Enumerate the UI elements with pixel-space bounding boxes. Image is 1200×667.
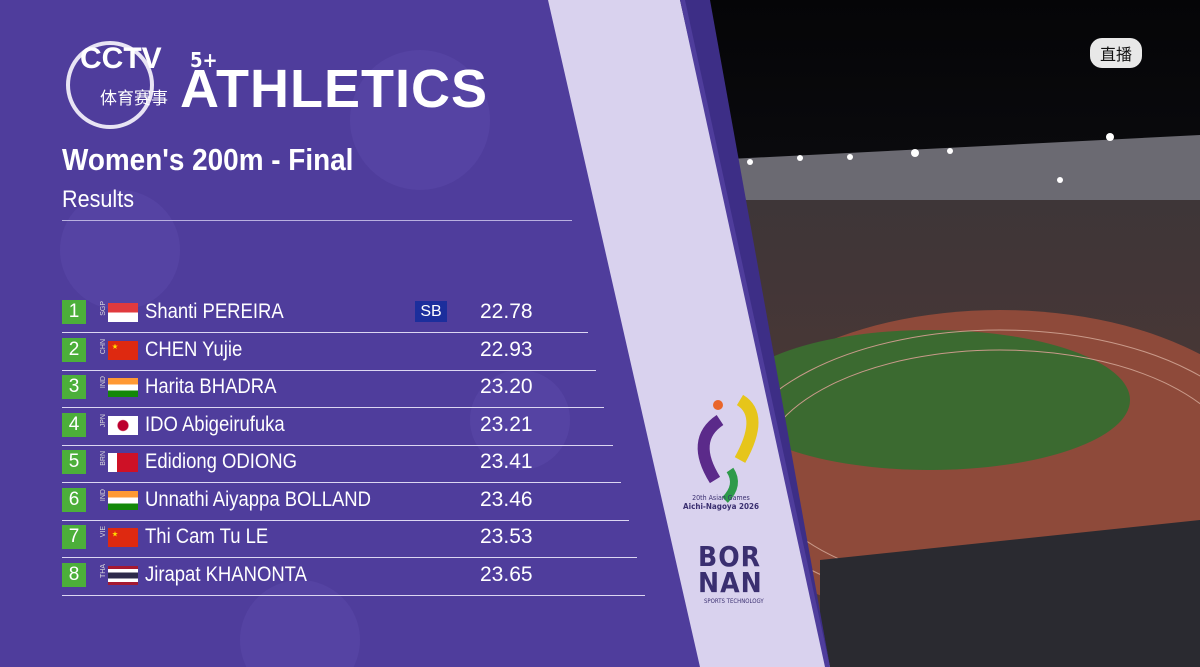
result-time: 23.65 [480, 562, 533, 586]
flag [108, 340, 138, 360]
athlete-name: Unnathi Aiyappa BOLLAND [145, 487, 372, 511]
rank: 2 [62, 337, 86, 362]
country-code: JPN [100, 413, 107, 427]
flag [108, 528, 138, 547]
result-time: 23.20 [480, 375, 533, 398]
flag [108, 303, 138, 322]
rank: 3 [62, 375, 86, 399]
country-code: BRN [100, 451, 107, 466]
athlete-name: Harita BHADRA [145, 375, 277, 398]
flag [108, 453, 138, 472]
result-time: 22.78 [480, 300, 533, 323]
row-divider [62, 482, 621, 483]
result-row: 2 CHN CHEN Yujie 22.93 [62, 336, 662, 373]
flag [108, 565, 138, 585]
games-line2: Aichi-Nagoya 2026 [683, 502, 759, 511]
country-code: CHN [100, 338, 107, 354]
result-row: 6 IND Unnathi Aiyappa BOLLAND 23.46 [62, 486, 662, 523]
live-badge: 直播 [1089, 38, 1142, 68]
row-divider [62, 519, 629, 521]
result-row: 5 BRN Edidiong ODIONG 23.41 [62, 448, 662, 485]
timing-sub: SPORTS TECHNOLOGY [704, 598, 764, 605]
result-time: 23.46 [480, 487, 533, 511]
athlete-name: Thi Cam Tu LE [145, 525, 269, 548]
rank: 5 [62, 450, 86, 474]
athlete-name: IDO Abigeirufuka [145, 412, 285, 436]
timing-top: BOR [698, 540, 762, 573]
flag [108, 415, 138, 435]
result-row: 8 THA Jirapat KHANONTA 23.65 [62, 561, 662, 598]
row-divider [62, 444, 613, 446]
rank: 4 [62, 412, 86, 437]
event-title: Women's 200m - Final [62, 142, 354, 177]
result-row: 7 VIE Thi Cam Tu LE 23.53 [62, 523, 662, 560]
rank: 8 [62, 562, 86, 587]
sport-title: ATHLETICS [180, 59, 488, 119]
result-row: 1 SGP Shanti PEREIRA SB 22.78 [62, 298, 662, 335]
athlete-name: CHEN Yujie [145, 337, 243, 361]
row-divider [62, 332, 588, 333]
result-row: 4 JPN IDO Abigeirufuka 23.21 [62, 411, 662, 448]
row-divider [62, 407, 605, 408]
athlete-name: Shanti PEREIRA [145, 300, 284, 323]
country-code: IND [100, 488, 107, 501]
country-code: THA [100, 563, 107, 578]
divider [62, 220, 572, 221]
result-time: 22.93 [480, 337, 533, 361]
row-divider [62, 557, 638, 558]
result-row: 3 IND Harita BHADRA 23.20 [62, 373, 662, 410]
row-divider [62, 594, 646, 596]
games-line1: 20th Asian Games [692, 494, 750, 502]
channel-suffix: 5+ [190, 48, 218, 72]
rank: 6 [62, 487, 86, 512]
athlete-name: Edidiong ODIONG [145, 450, 298, 473]
flag [108, 490, 138, 510]
result-time: 23.41 [480, 450, 533, 473]
country-code: SGP [100, 301, 107, 316]
channel-sub: 体育赛事 [100, 89, 168, 109]
country-code: IND [100, 376, 107, 389]
flag [108, 378, 138, 397]
row-divider [62, 369, 597, 371]
athlete-name: Jirapat KHANONTA [145, 562, 307, 586]
rank: 7 [62, 525, 86, 549]
result-time: 23.21 [480, 412, 533, 436]
result-time: 23.53 [480, 525, 533, 548]
timing-bottom: NAN [698, 566, 763, 599]
rank: 1 [62, 300, 86, 324]
record-badge: SB [415, 301, 447, 322]
channel-logo: CCTV [80, 42, 162, 75]
subtitle: Results [62, 186, 135, 213]
country-code: VIE [100, 526, 107, 538]
